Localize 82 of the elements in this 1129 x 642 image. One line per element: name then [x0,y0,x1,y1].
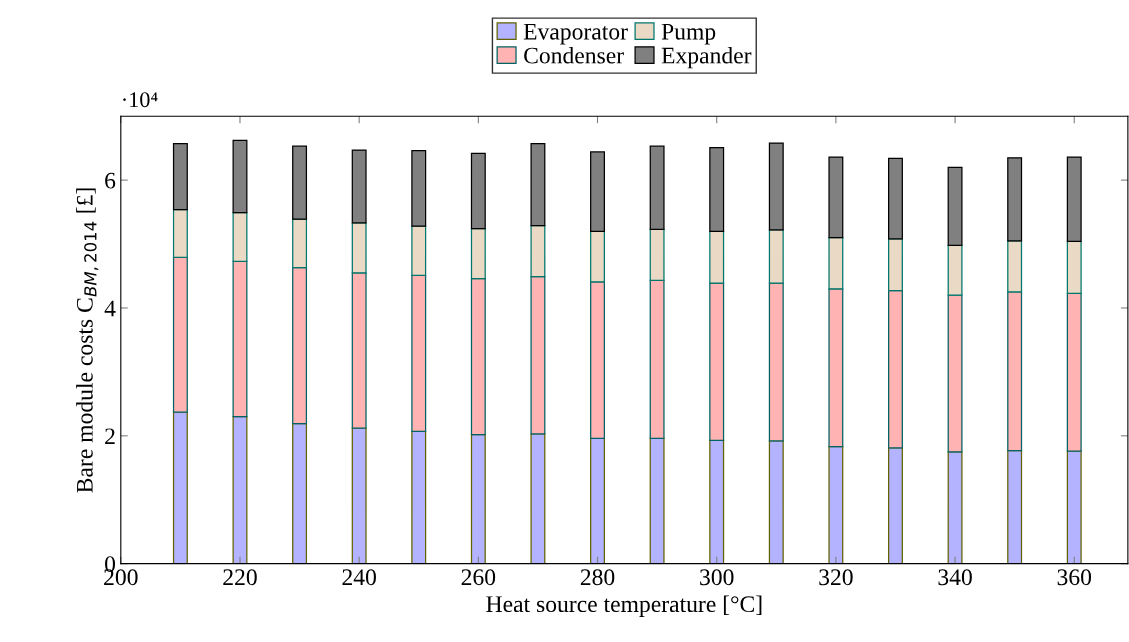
bar [470,277,486,436]
bar [887,238,903,292]
bar [232,139,248,214]
y-tick-label: 2 [105,428,115,445]
bar [709,146,725,232]
bar [172,143,188,211]
y-axis-title: Bare module costs C$_{BM,2014}$ [£] [76,188,99,493]
bar [351,272,367,429]
bar [947,244,963,296]
bar [470,433,486,564]
bar [232,416,248,564]
x-tick-label: 220 [223,569,257,586]
y-tick-label: 6 [105,172,116,189]
bar [887,157,903,240]
x-tick-label: 280 [580,569,615,586]
legend-label: Evaporator [523,23,628,45]
x-axis-title: Heat source temperature [°C] [486,595,762,617]
bar [232,212,248,262]
bar [947,166,963,246]
bar [768,282,784,442]
bar [947,294,963,453]
bar [232,260,248,418]
bar [649,437,665,564]
bar [530,224,546,278]
bar [947,451,963,564]
x-tick-label: 340 [938,569,972,586]
bar [649,228,665,282]
bar [1007,157,1023,242]
bar [411,274,427,432]
bar [828,237,844,290]
x-tick-label: 260 [461,569,496,586]
bar [1066,292,1082,452]
bar [351,149,367,224]
bar [649,145,665,230]
bar [709,282,725,441]
bar [470,228,486,280]
bar [172,256,188,413]
y-tick-label: 4 [104,300,116,317]
bar [351,222,367,274]
bar [351,427,367,564]
x-tick-label: 360 [1057,569,1092,586]
bar [530,433,546,564]
bar [1007,449,1023,564]
bar [768,229,784,284]
legend-label: Pump [661,23,716,45]
bar [768,440,784,564]
bar [1066,450,1082,564]
bar [292,267,308,425]
bar [590,230,605,283]
bar [709,230,725,284]
bar [828,156,844,239]
bar [470,152,486,230]
x-tick-label: 300 [700,569,734,586]
bar [590,281,605,440]
bar [768,142,784,231]
bar [1066,156,1082,243]
bar [172,411,188,564]
bar [590,437,605,564]
bar [292,145,308,220]
legend-label: Condenser [524,46,624,64]
bar [590,151,605,232]
text: ·10⁴ [123,92,158,108]
bar [1066,240,1082,294]
bar [172,208,188,259]
x-tick-label: 320 [819,569,853,586]
bar [411,225,427,276]
bar [530,143,546,227]
bar [411,430,427,564]
bar [292,218,308,269]
bar [1007,291,1023,452]
bar [292,423,308,564]
bar [887,447,903,564]
x-tick-label: 240 [342,569,376,586]
bar [828,288,844,448]
bar [709,439,725,564]
bar [1007,240,1023,293]
bar [828,446,844,564]
bar [530,276,546,435]
legend-label: Expander [661,46,752,69]
bar [411,150,427,227]
bar [887,290,903,449]
bar [649,279,665,440]
